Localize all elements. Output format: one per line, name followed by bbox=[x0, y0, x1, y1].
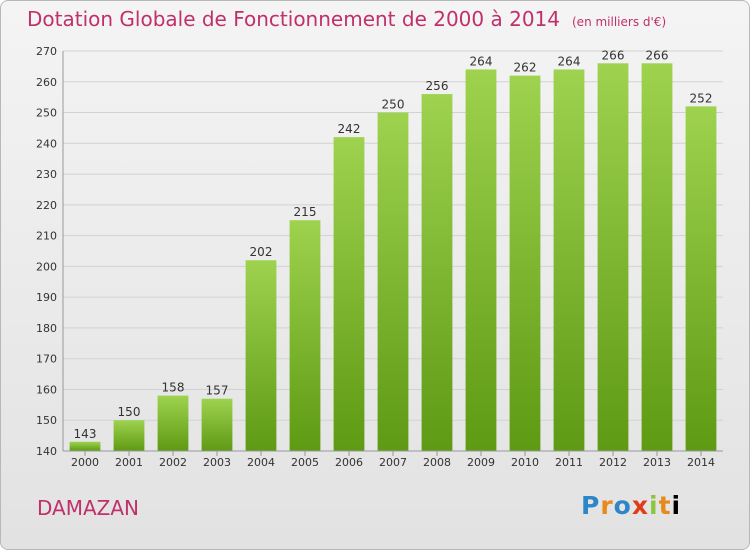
x-tick-label: 2003 bbox=[203, 456, 231, 469]
y-tick-label: 230 bbox=[36, 168, 57, 181]
bar bbox=[69, 441, 101, 451]
x-tick-label: 2009 bbox=[467, 456, 495, 469]
x-tick-label: 2013 bbox=[643, 456, 671, 469]
x-tick-label: 2014 bbox=[687, 456, 715, 469]
y-tick-label: 270 bbox=[36, 45, 57, 58]
bar bbox=[509, 75, 541, 451]
data-label: 202 bbox=[250, 245, 273, 259]
bar bbox=[641, 63, 673, 452]
bar bbox=[289, 220, 321, 451]
chart-title: Dotation Globale de Fonctionnement de 20… bbox=[27, 7, 666, 31]
data-label: 264 bbox=[470, 54, 493, 68]
data-label: 266 bbox=[602, 48, 625, 62]
unit-label: (en milliers d'€) bbox=[572, 15, 667, 29]
data-label: 264 bbox=[558, 54, 581, 68]
x-tick-label: 2010 bbox=[511, 456, 539, 469]
bar bbox=[597, 63, 629, 452]
bar bbox=[333, 137, 365, 451]
y-tick-label: 150 bbox=[36, 414, 57, 427]
y-tick-label: 190 bbox=[36, 291, 57, 304]
data-label: 262 bbox=[514, 61, 537, 75]
bar bbox=[465, 69, 497, 451]
x-tick-label: 2011 bbox=[555, 456, 583, 469]
x-tick-label: 2002 bbox=[159, 456, 187, 469]
data-label: 256 bbox=[426, 79, 449, 93]
x-tick-label: 2006 bbox=[335, 456, 363, 469]
brand-letter: i bbox=[671, 491, 682, 520]
y-tick-label: 170 bbox=[36, 353, 57, 366]
x-tick-label: 2012 bbox=[599, 456, 627, 469]
x-tick-label: 2000 bbox=[71, 456, 99, 469]
y-tick-label: 260 bbox=[36, 76, 57, 89]
bar bbox=[377, 112, 409, 452]
bar bbox=[421, 94, 453, 452]
data-label: 143 bbox=[74, 427, 97, 441]
y-tick-label: 240 bbox=[36, 137, 57, 150]
brand-letter: i bbox=[649, 491, 659, 520]
x-tick-label: 2004 bbox=[247, 456, 275, 469]
bar bbox=[201, 398, 233, 451]
data-label: 242 bbox=[338, 122, 361, 136]
data-label: 215 bbox=[294, 205, 317, 219]
brand-letter: t bbox=[658, 491, 672, 520]
data-label: 266 bbox=[646, 48, 669, 62]
brand-letter: o bbox=[613, 491, 632, 520]
bar bbox=[685, 106, 717, 451]
x-tick-label: 2007 bbox=[379, 456, 407, 469]
bar bbox=[245, 260, 277, 451]
y-tick-label: 220 bbox=[36, 199, 57, 212]
brand-letter: P bbox=[581, 491, 601, 520]
x-tick-label: 2005 bbox=[291, 456, 319, 469]
x-tick-label: 2008 bbox=[423, 456, 451, 469]
bar bbox=[157, 395, 189, 451]
chart-title-text: Dotation Globale de Fonctionnement de 20… bbox=[27, 7, 560, 31]
bar bbox=[553, 69, 585, 451]
bar bbox=[113, 420, 145, 451]
y-tick-label: 210 bbox=[36, 230, 57, 243]
commune-name: DAMAZAN bbox=[37, 496, 140, 520]
y-tick-label: 250 bbox=[36, 107, 57, 120]
data-label: 150 bbox=[118, 405, 141, 419]
y-axis: 140 150 160 170 180 190 200 210 220 230 240 250 260 2… bbox=[36, 45, 64, 458]
data-label: 157 bbox=[206, 384, 229, 398]
data-label: 158 bbox=[162, 381, 185, 395]
brand-letter: r bbox=[600, 491, 614, 520]
data-label: 252 bbox=[690, 91, 713, 105]
y-tick-label: 180 bbox=[36, 322, 57, 335]
data-label: 250 bbox=[382, 98, 405, 112]
y-tick-label: 160 bbox=[36, 383, 57, 396]
y-tick-label: 200 bbox=[36, 260, 57, 273]
brand-letter: x bbox=[631, 491, 649, 520]
brand-logo: Proxiti bbox=[581, 491, 681, 520]
bars: 143 150 158 157 202 215 242 250 256 264 262 264 266 2… bbox=[69, 48, 717, 452]
x-tick-label: 2001 bbox=[115, 456, 143, 469]
x-axis: 2000 2001 2002 2003 2004 2005 2006 2007 2008 2009… bbox=[63, 450, 723, 469]
y-tick-label: 140 bbox=[36, 445, 57, 458]
